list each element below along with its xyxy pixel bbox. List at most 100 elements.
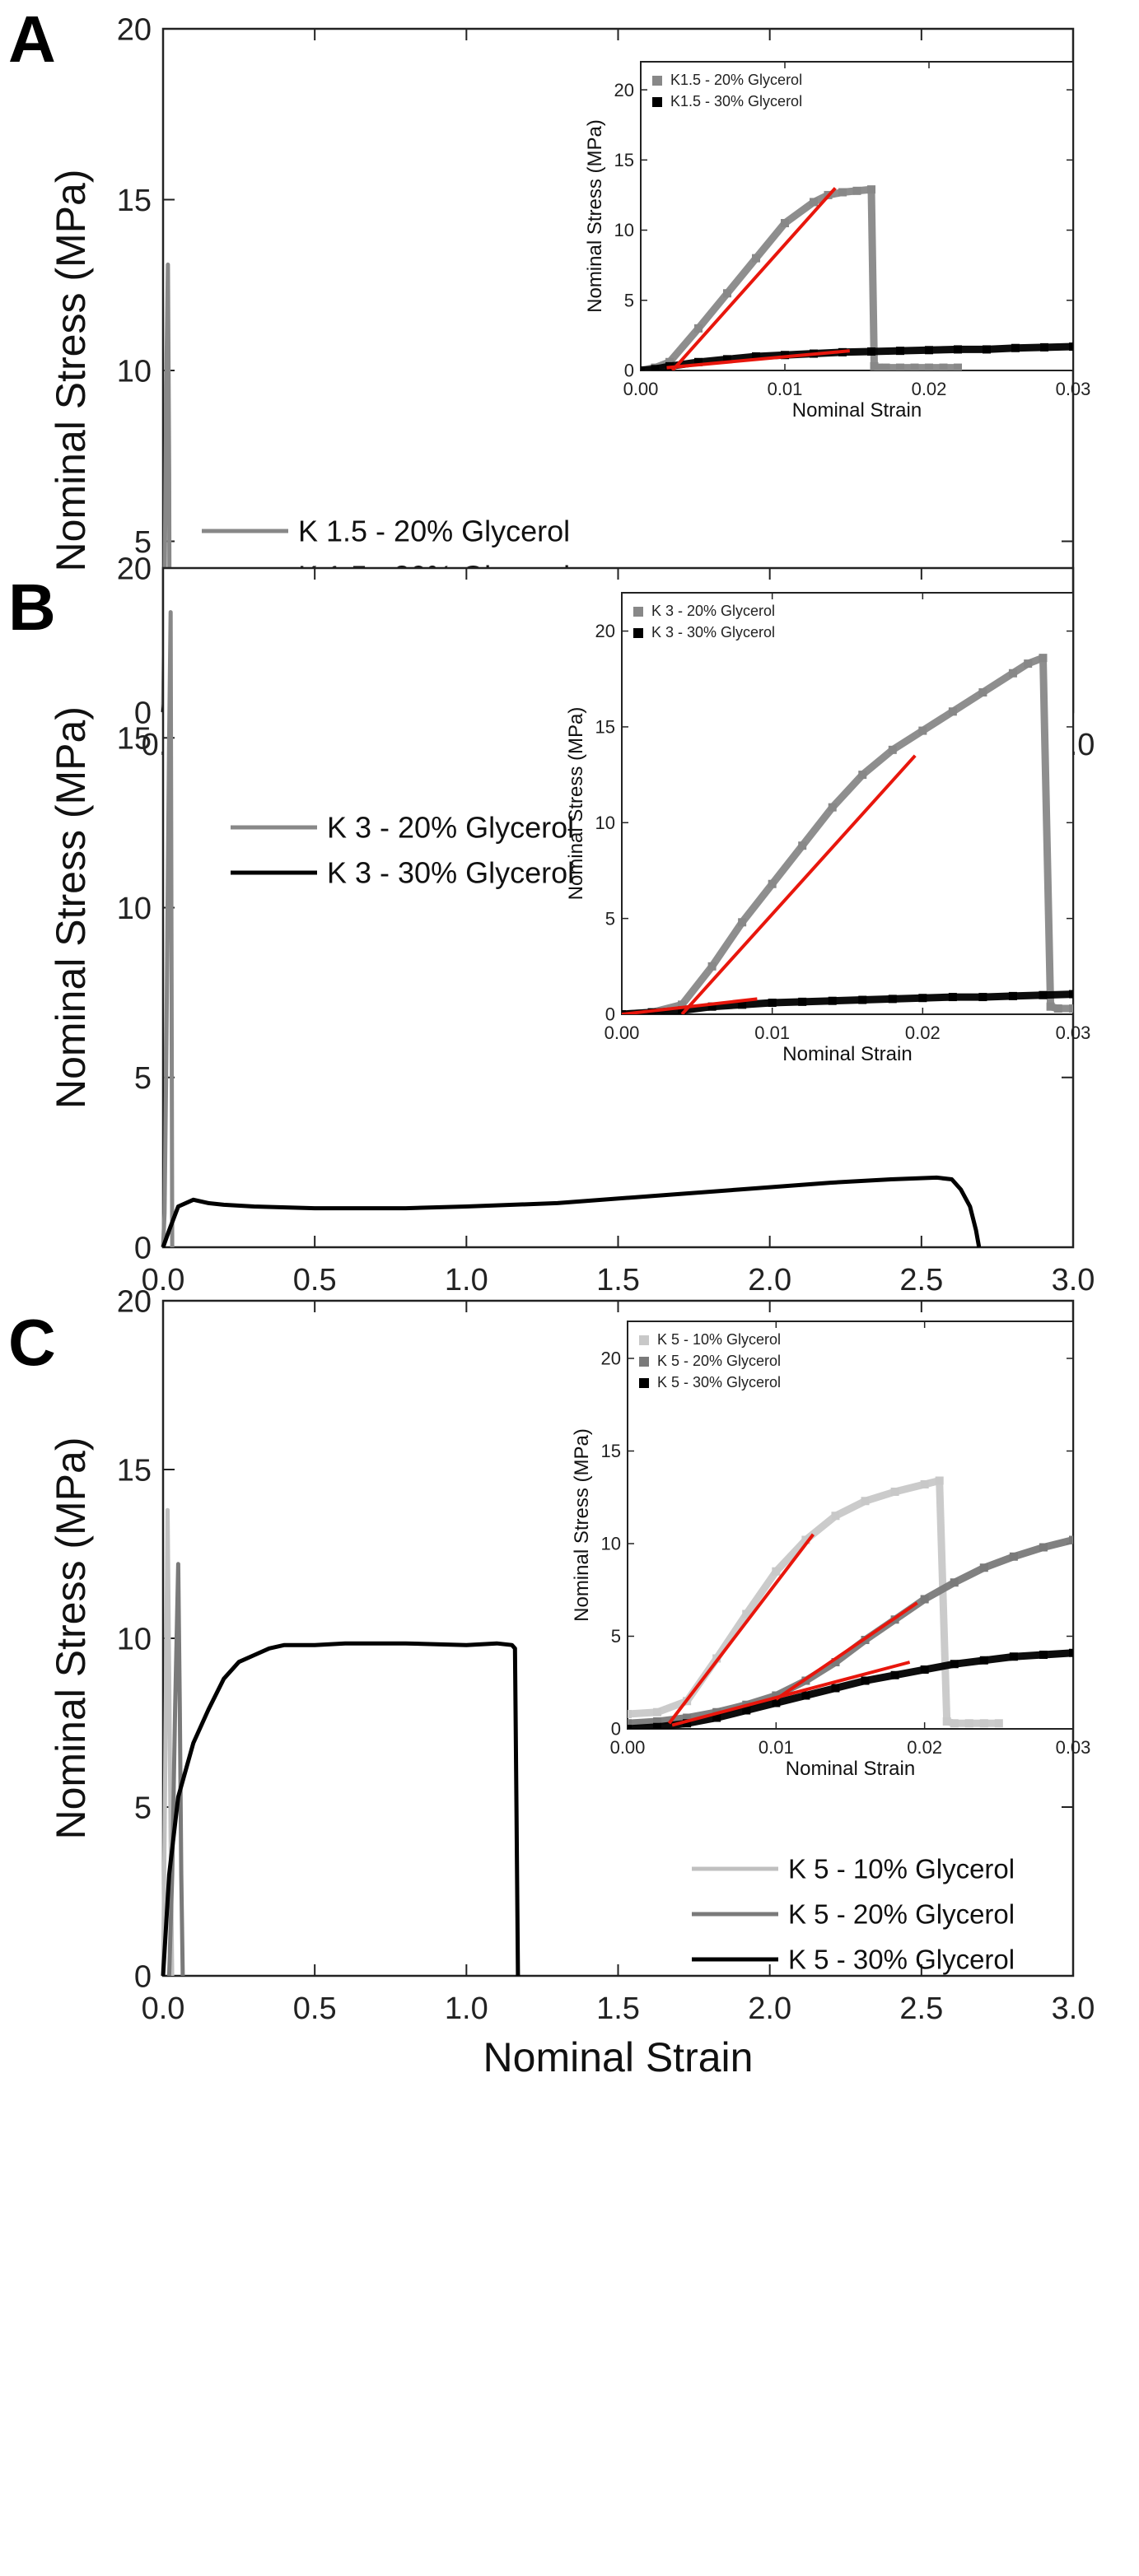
inset-marker-1 <box>858 771 867 780</box>
series-line-2 <box>161 1175 982 1248</box>
inset-chart: 0.00 0.01 0.02 0.03 0 5 10 15 20 Nominal Strain No… <box>584 61 1090 422</box>
inset-fit-line-3 <box>671 1661 911 1727</box>
inset-marker-1 <box>742 1609 751 1619</box>
inset-fit-line-2 <box>622 997 758 1014</box>
inset-marker-3 <box>979 1656 988 1665</box>
inset-y-tick-label: 20 <box>595 621 615 641</box>
inset-marker-3 <box>683 1719 692 1728</box>
inset-marker-2 <box>954 345 962 354</box>
inset-chart: 0.00 0.01 0.02 0.03 0 5 10 15 20 Nominal Strain No… <box>571 1321 1090 1780</box>
inset-marker-1 <box>694 324 703 333</box>
inset-fit-line-1 <box>680 754 917 1014</box>
inset-x-tick-label: 0.01 <box>759 1737 794 1758</box>
inset-marker-2 <box>888 995 897 1004</box>
inset-fit-line-2 <box>775 1601 918 1701</box>
legend-label-1: K 1.5 - 20% Glycerol <box>298 515 570 548</box>
inset-chart: 0.00 0.01 0.02 0.03 0 5 10 15 20 Nominal Strain No… <box>565 592 1091 1065</box>
inset-marker-2 <box>1069 342 1073 352</box>
inset-marker-1 <box>738 918 747 927</box>
inset-marker-2 <box>628 1719 632 1728</box>
inset-marker-1 <box>1069 1004 1073 1013</box>
inset-marker-2 <box>641 366 645 370</box>
inset-legend-marker-2 <box>639 1357 649 1367</box>
inset-x-tick-label: 0.03 <box>1056 1737 1091 1758</box>
inset-legend-label-2: K 5 - 20% Glycerol <box>657 1353 781 1369</box>
inset-x-axis-label: Nominal Strain <box>792 399 922 422</box>
inset-marker-1 <box>954 363 962 370</box>
x-tick-label: 0.5 <box>293 1991 337 2026</box>
inset-marker-2 <box>978 993 987 1002</box>
inset-marker-2 <box>707 1002 717 1011</box>
inset-x-tick-label: 0.01 <box>768 379 803 399</box>
series-line-2 <box>166 1562 185 1977</box>
inset-marker-1 <box>925 363 933 370</box>
inset-marker-3 <box>653 1722 662 1729</box>
inset-marker-1 <box>1024 659 1033 668</box>
inset-y-tick-label: 20 <box>601 1349 621 1369</box>
inset-marker-1 <box>653 1707 662 1717</box>
inset-marker-2 <box>752 352 760 361</box>
y-tick-label: 5 <box>134 1061 152 1096</box>
legend-label-2: K 3 - 30% Glycerol <box>327 856 574 890</box>
inset-x-tick-label: 0.03 <box>1056 1022 1091 1043</box>
inset-points <box>628 1476 1073 1729</box>
inset-marker-2 <box>653 1717 662 1726</box>
inset-marker-1 <box>798 841 807 850</box>
inset-marker-2 <box>1040 342 1048 352</box>
inset-marker-1 <box>979 1719 988 1728</box>
inset-marker-1 <box>628 1710 632 1718</box>
inset-marker-2 <box>781 351 789 360</box>
main-chart-b: 0.0 0.5 1.0 1.5 2.0 2.5 3.0 0 5 10 15 20 Nominal Str… <box>48 552 1095 1352</box>
inset-marker-2 <box>683 1713 692 1722</box>
inset-marker-1 <box>707 962 717 971</box>
inset-marker-2 <box>1039 1543 1048 1552</box>
inset-marker-1 <box>1046 1002 1055 1011</box>
inset-fit-line-1 <box>667 1533 815 1725</box>
y-tick-label: 10 <box>117 1622 152 1656</box>
inset-series-2 <box>622 990 1073 1014</box>
inset-marker-1 <box>838 188 847 197</box>
inset-marker-1 <box>723 289 731 298</box>
x-tick-label: 0.0 <box>142 1263 185 1297</box>
inset-marker-2 <box>867 347 875 356</box>
inset-marker-2 <box>979 1563 988 1572</box>
inset-marker-2 <box>831 1658 840 1666</box>
inset-marker-2 <box>1039 990 1048 999</box>
panel-letter-c: C <box>8 1306 56 1379</box>
inset-y-tick-label: 10 <box>601 1534 621 1554</box>
inset-marker-1 <box>852 186 861 195</box>
y-tick-label: 0 <box>134 1959 152 1994</box>
x-tick-label: 2.5 <box>899 1263 943 1297</box>
inset-legend-marker-1 <box>633 607 643 617</box>
panel-letter-a: A <box>8 2 56 76</box>
inset-marker-2 <box>768 999 777 1008</box>
inset-marker-1 <box>831 1512 840 1521</box>
inset-marker-3 <box>772 1698 781 1707</box>
y-tick-label: 0 <box>134 696 152 730</box>
inset-fit-line-2 <box>666 349 850 370</box>
inset-marker-1 <box>870 361 879 370</box>
inset-y-tick-label: 20 <box>614 80 634 100</box>
y-tick-label: 5 <box>134 525 152 560</box>
inset-marker-1 <box>948 707 957 716</box>
x-tick-label: 1.5 <box>596 1263 640 1297</box>
inset-marker-1 <box>935 1476 944 1485</box>
inset-marker-1 <box>768 879 777 888</box>
inset-marker-3 <box>861 1676 870 1685</box>
inset-marker-2 <box>828 996 837 1005</box>
inset-marker-2 <box>694 357 703 366</box>
inset-marker-2 <box>925 346 933 355</box>
inset-marker-1 <box>994 1719 1003 1728</box>
inset-y-tick-label: 15 <box>601 1441 621 1461</box>
y-tick-label: 20 <box>117 552 152 586</box>
y-axis-label: Nominal Stress (MPa) <box>48 706 94 1109</box>
inset-marker-3 <box>1039 1651 1048 1659</box>
inset-marker-1 <box>781 219 789 228</box>
inset-marker-1 <box>910 363 919 370</box>
inset-marker-2 <box>920 1595 929 1604</box>
inset-marker-1 <box>918 726 927 735</box>
inset-marker-1 <box>942 1717 951 1726</box>
x-tick-label: 1.0 <box>445 1263 488 1297</box>
